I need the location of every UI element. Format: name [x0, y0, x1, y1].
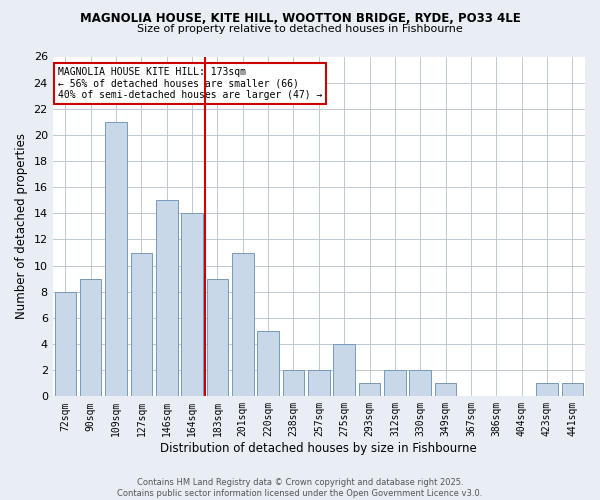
Text: Size of property relative to detached houses in Fishbourne: Size of property relative to detached ho… [137, 24, 463, 34]
Bar [232, 252, 254, 396]
Bar [384, 370, 406, 396]
Bar [308, 370, 329, 396]
Bar [181, 214, 203, 396]
Bar [156, 200, 178, 396]
Text: MAGNOLIA HOUSE, KITE HILL, WOOTTON BRIDGE, RYDE, PO33 4LE: MAGNOLIA HOUSE, KITE HILL, WOOTTON BRIDG… [80, 12, 520, 26]
Bar [55, 292, 76, 397]
Bar [80, 278, 101, 396]
Y-axis label: Number of detached properties: Number of detached properties [15, 134, 28, 320]
Text: Contains HM Land Registry data © Crown copyright and database right 2025.
Contai: Contains HM Land Registry data © Crown c… [118, 478, 482, 498]
X-axis label: Distribution of detached houses by size in Fishbourne: Distribution of detached houses by size … [160, 442, 477, 455]
Bar [283, 370, 304, 396]
Bar [435, 384, 457, 396]
Bar [359, 384, 380, 396]
Bar [334, 344, 355, 397]
Bar [257, 331, 279, 396]
Bar [562, 384, 583, 396]
Bar [409, 370, 431, 396]
Bar [206, 278, 228, 396]
Bar [105, 122, 127, 396]
Text: MAGNOLIA HOUSE KITE HILL: 173sqm
← 56% of detached houses are smaller (66)
40% o: MAGNOLIA HOUSE KITE HILL: 173sqm ← 56% o… [58, 66, 322, 100]
Bar [131, 252, 152, 396]
Bar [536, 384, 558, 396]
